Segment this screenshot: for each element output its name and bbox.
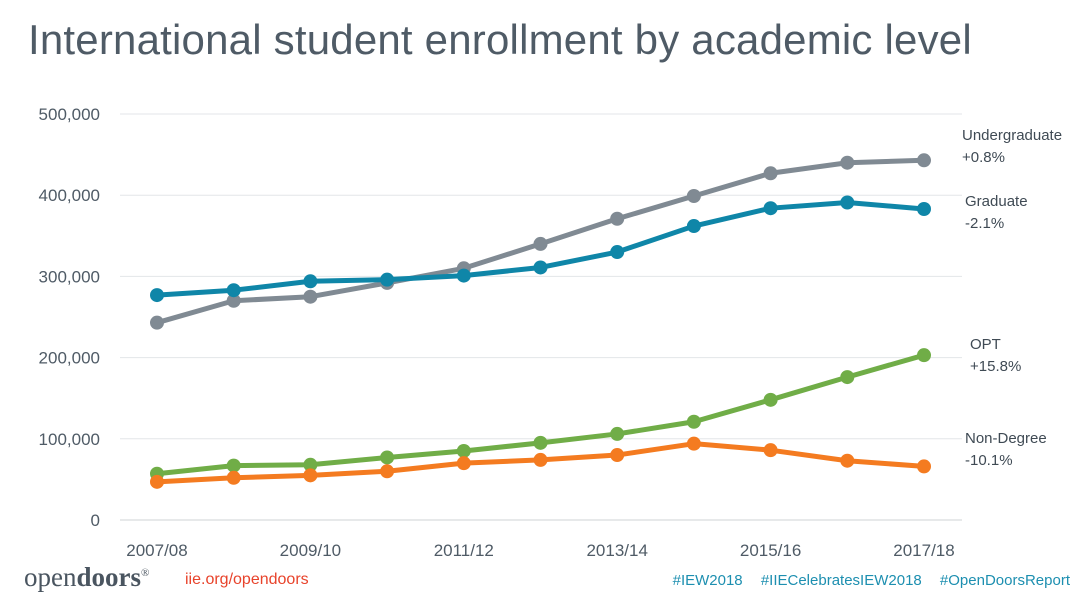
footer-hashtags: #IEW2018 #IIECelebratesIEW2018 #OpenDoor…: [659, 572, 1070, 589]
y-tick-label: 100,000: [39, 430, 100, 449]
x-tick-label: 2015/16: [740, 541, 801, 560]
data-point-opt: [303, 457, 318, 472]
y-tick-label: 200,000: [39, 349, 100, 368]
data-point-opt: [840, 370, 855, 385]
series-end-labels: Undergraduate +0.8% Graduate -2.1% OPT +15.8%…: [962, 127, 1062, 469]
logo-registered-mark: ®: [141, 567, 150, 579]
data-point-opt: [380, 450, 395, 465]
page-title: International student enrollment by acad…: [28, 16, 972, 63]
data-point-opt: [763, 392, 778, 407]
x-tick-label: 2017/18: [893, 541, 954, 560]
data-point-graduate: [456, 268, 471, 283]
hashtag-iew2018[interactable]: #IEW2018: [672, 572, 743, 589]
y-tick-label: 400,000: [39, 186, 100, 205]
x-tick-label: 2009/10: [280, 541, 341, 560]
series-name-label: Undergraduate: [962, 127, 1062, 144]
data-point-undergraduate: [686, 189, 701, 204]
data-point-opt: [917, 348, 931, 363]
data-point-graduate: [380, 272, 395, 287]
data-point-graduate: [917, 202, 931, 217]
y-axis-tick-labels: 0 100,000 200,000 300,000 400,000 500,000: [39, 105, 100, 530]
data-point-opt: [533, 435, 548, 450]
data-point-non-degree: [456, 456, 471, 471]
data-point-undergraduate: [303, 289, 318, 304]
chart-series: [150, 153, 931, 489]
series-name-label: Graduate: [965, 193, 1028, 210]
data-point-non-degree: [610, 448, 625, 463]
series-change-label: +0.8%: [962, 149, 1005, 166]
data-point-non-degree: [840, 453, 855, 468]
data-point-non-degree: [686, 436, 701, 451]
series-graduate: [150, 195, 931, 303]
data-point-graduate: [303, 274, 318, 289]
series-name-label: Non-Degree: [965, 430, 1047, 447]
data-point-opt: [456, 443, 471, 458]
logo-bold-text: doors: [76, 562, 141, 592]
data-point-non-degree: [150, 474, 164, 489]
data-point-undergraduate: [610, 211, 625, 226]
series-change-label: -2.1%: [965, 215, 1004, 232]
series-change-label: +15.8%: [970, 358, 1021, 375]
x-tick-label: 2011/12: [434, 541, 494, 560]
data-point-graduate: [150, 288, 164, 303]
data-point-non-degree: [226, 470, 241, 485]
data-point-graduate: [533, 260, 548, 275]
data-point-undergraduate: [533, 236, 548, 251]
logo-light-text: open: [24, 562, 77, 592]
series-name-label: OPT: [970, 336, 1001, 353]
series-change-label: -10.1%: [965, 452, 1013, 469]
series-undergraduate: [150, 153, 931, 330]
opendoors-logo: opendoors®: [24, 562, 149, 593]
series-opt: [150, 348, 931, 481]
data-point-non-degree: [917, 459, 931, 474]
hashtag-opendoorsreport[interactable]: #OpenDoorsReport: [939, 572, 1070, 589]
x-tick-label: 2013/14: [586, 541, 647, 560]
x-tick-label: 2007/08: [126, 541, 187, 560]
data-point-undergraduate: [840, 155, 855, 170]
data-point-graduate: [610, 245, 625, 260]
data-point-graduate: [226, 283, 241, 298]
data-point-graduate: [686, 219, 701, 234]
data-point-non-degree: [763, 443, 778, 458]
series-non-degree: [150, 436, 931, 489]
y-tick-label: 0: [91, 511, 100, 530]
data-point-graduate: [840, 195, 855, 210]
data-point-undergraduate: [226, 293, 241, 308]
x-axis-tick-labels: 2007/08 2009/10 2011/12 2013/14 2015/16 2017/…: [126, 541, 954, 560]
y-tick-label: 300,000: [39, 267, 100, 286]
data-point-opt: [686, 414, 701, 429]
y-tick-label: 500,000: [39, 105, 100, 124]
data-point-opt: [610, 426, 625, 441]
data-point-non-degree: [303, 468, 318, 483]
data-point-non-degree: [380, 464, 395, 479]
data-point-undergraduate: [150, 315, 164, 330]
footer-url-link[interactable]: iie.org/opendoors: [185, 571, 309, 588]
data-point-opt: [226, 458, 241, 473]
data-point-undergraduate: [917, 153, 931, 168]
data-point-non-degree: [533, 452, 548, 467]
hashtag-iiecelebratesiew2018[interactable]: #IIECelebratesIEW2018: [760, 572, 922, 589]
data-point-undergraduate: [763, 166, 778, 181]
data-point-graduate: [763, 201, 778, 216]
